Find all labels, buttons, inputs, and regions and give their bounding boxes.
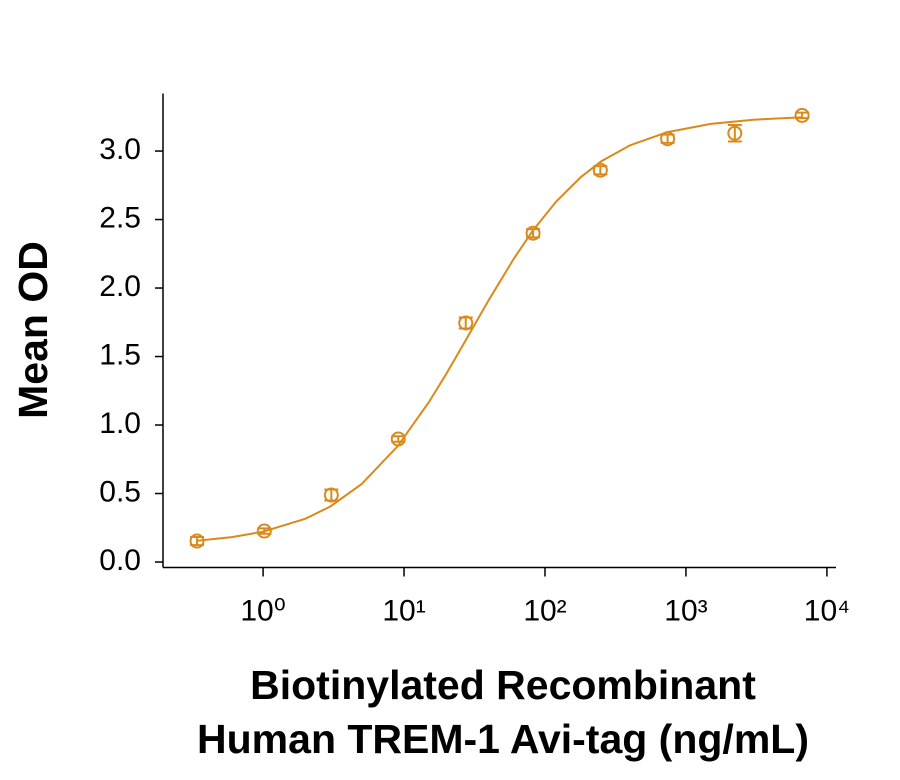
data-point: [660, 131, 676, 147]
y-tick-label: 0.0: [99, 544, 141, 577]
error-bar: [391, 435, 406, 443]
x-axis-label: Biotinylated Recombinant: [250, 662, 756, 708]
x-tick-label: 10²: [523, 594, 566, 627]
y-axis-label: Mean OD: [10, 241, 56, 419]
data-point: [390, 431, 406, 447]
x-tick-label: 10¹: [382, 594, 425, 627]
data-point: [458, 315, 474, 331]
error-bar: [727, 124, 742, 143]
y-tick-label: 1.0: [99, 407, 141, 440]
data-point: [256, 523, 272, 539]
x-axis-label: Human TREM-1 Avi-tag (ng/mL): [197, 716, 809, 762]
y-tick-label: 3.0: [99, 133, 141, 166]
y-tick-label: 1.5: [99, 338, 141, 371]
data-point: [727, 125, 743, 141]
data-point: [794, 107, 810, 123]
data-point: [189, 533, 205, 549]
x-tick-label: 10⁰: [240, 594, 285, 627]
data-point: [592, 162, 608, 178]
data-point: [323, 487, 339, 503]
x-tick-label: 10³: [664, 594, 707, 627]
error-bar: [795, 111, 810, 120]
y-tick-label: 0.5: [99, 475, 141, 508]
x-tick-label: 10⁴: [804, 594, 850, 627]
data-point: [525, 225, 541, 241]
y-tick-label: 2.5: [99, 201, 141, 234]
fit-curve: [196, 116, 803, 542]
error-bar: [257, 527, 272, 535]
y-tick-label: 2.0: [99, 270, 141, 303]
